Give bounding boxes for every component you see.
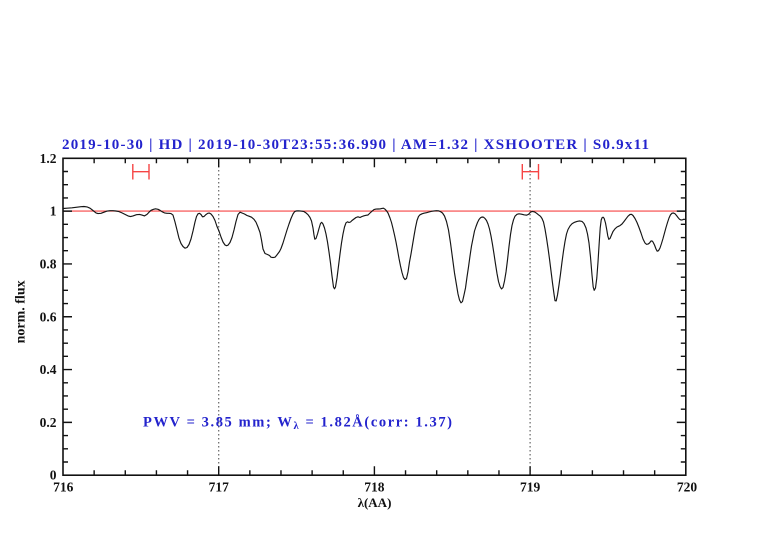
svg-text:0: 0 [50,468,57,483]
svg-text:716: 716 [53,480,74,495]
svg-text:0.4: 0.4 [40,362,57,377]
svg-text:1: 1 [50,204,57,219]
svg-text:0.6: 0.6 [40,309,57,324]
svg-text:718: 718 [364,480,385,495]
svg-text:1.2: 1.2 [40,151,57,166]
svg-text:719: 719 [520,480,541,495]
svg-text:2019-10-30 | HD | 2019-10-30T2: 2019-10-30 | HD | 2019-10-30T23:55:36.99… [62,137,649,153]
svg-text:norm. flux: norm. flux [14,280,29,343]
svg-text:717: 717 [209,480,230,495]
svg-text:0.8: 0.8 [40,256,57,271]
svg-text:λ(AA): λ(AA) [358,495,392,510]
svg-text:0.2: 0.2 [40,415,57,430]
svg-text:720: 720 [677,480,698,495]
